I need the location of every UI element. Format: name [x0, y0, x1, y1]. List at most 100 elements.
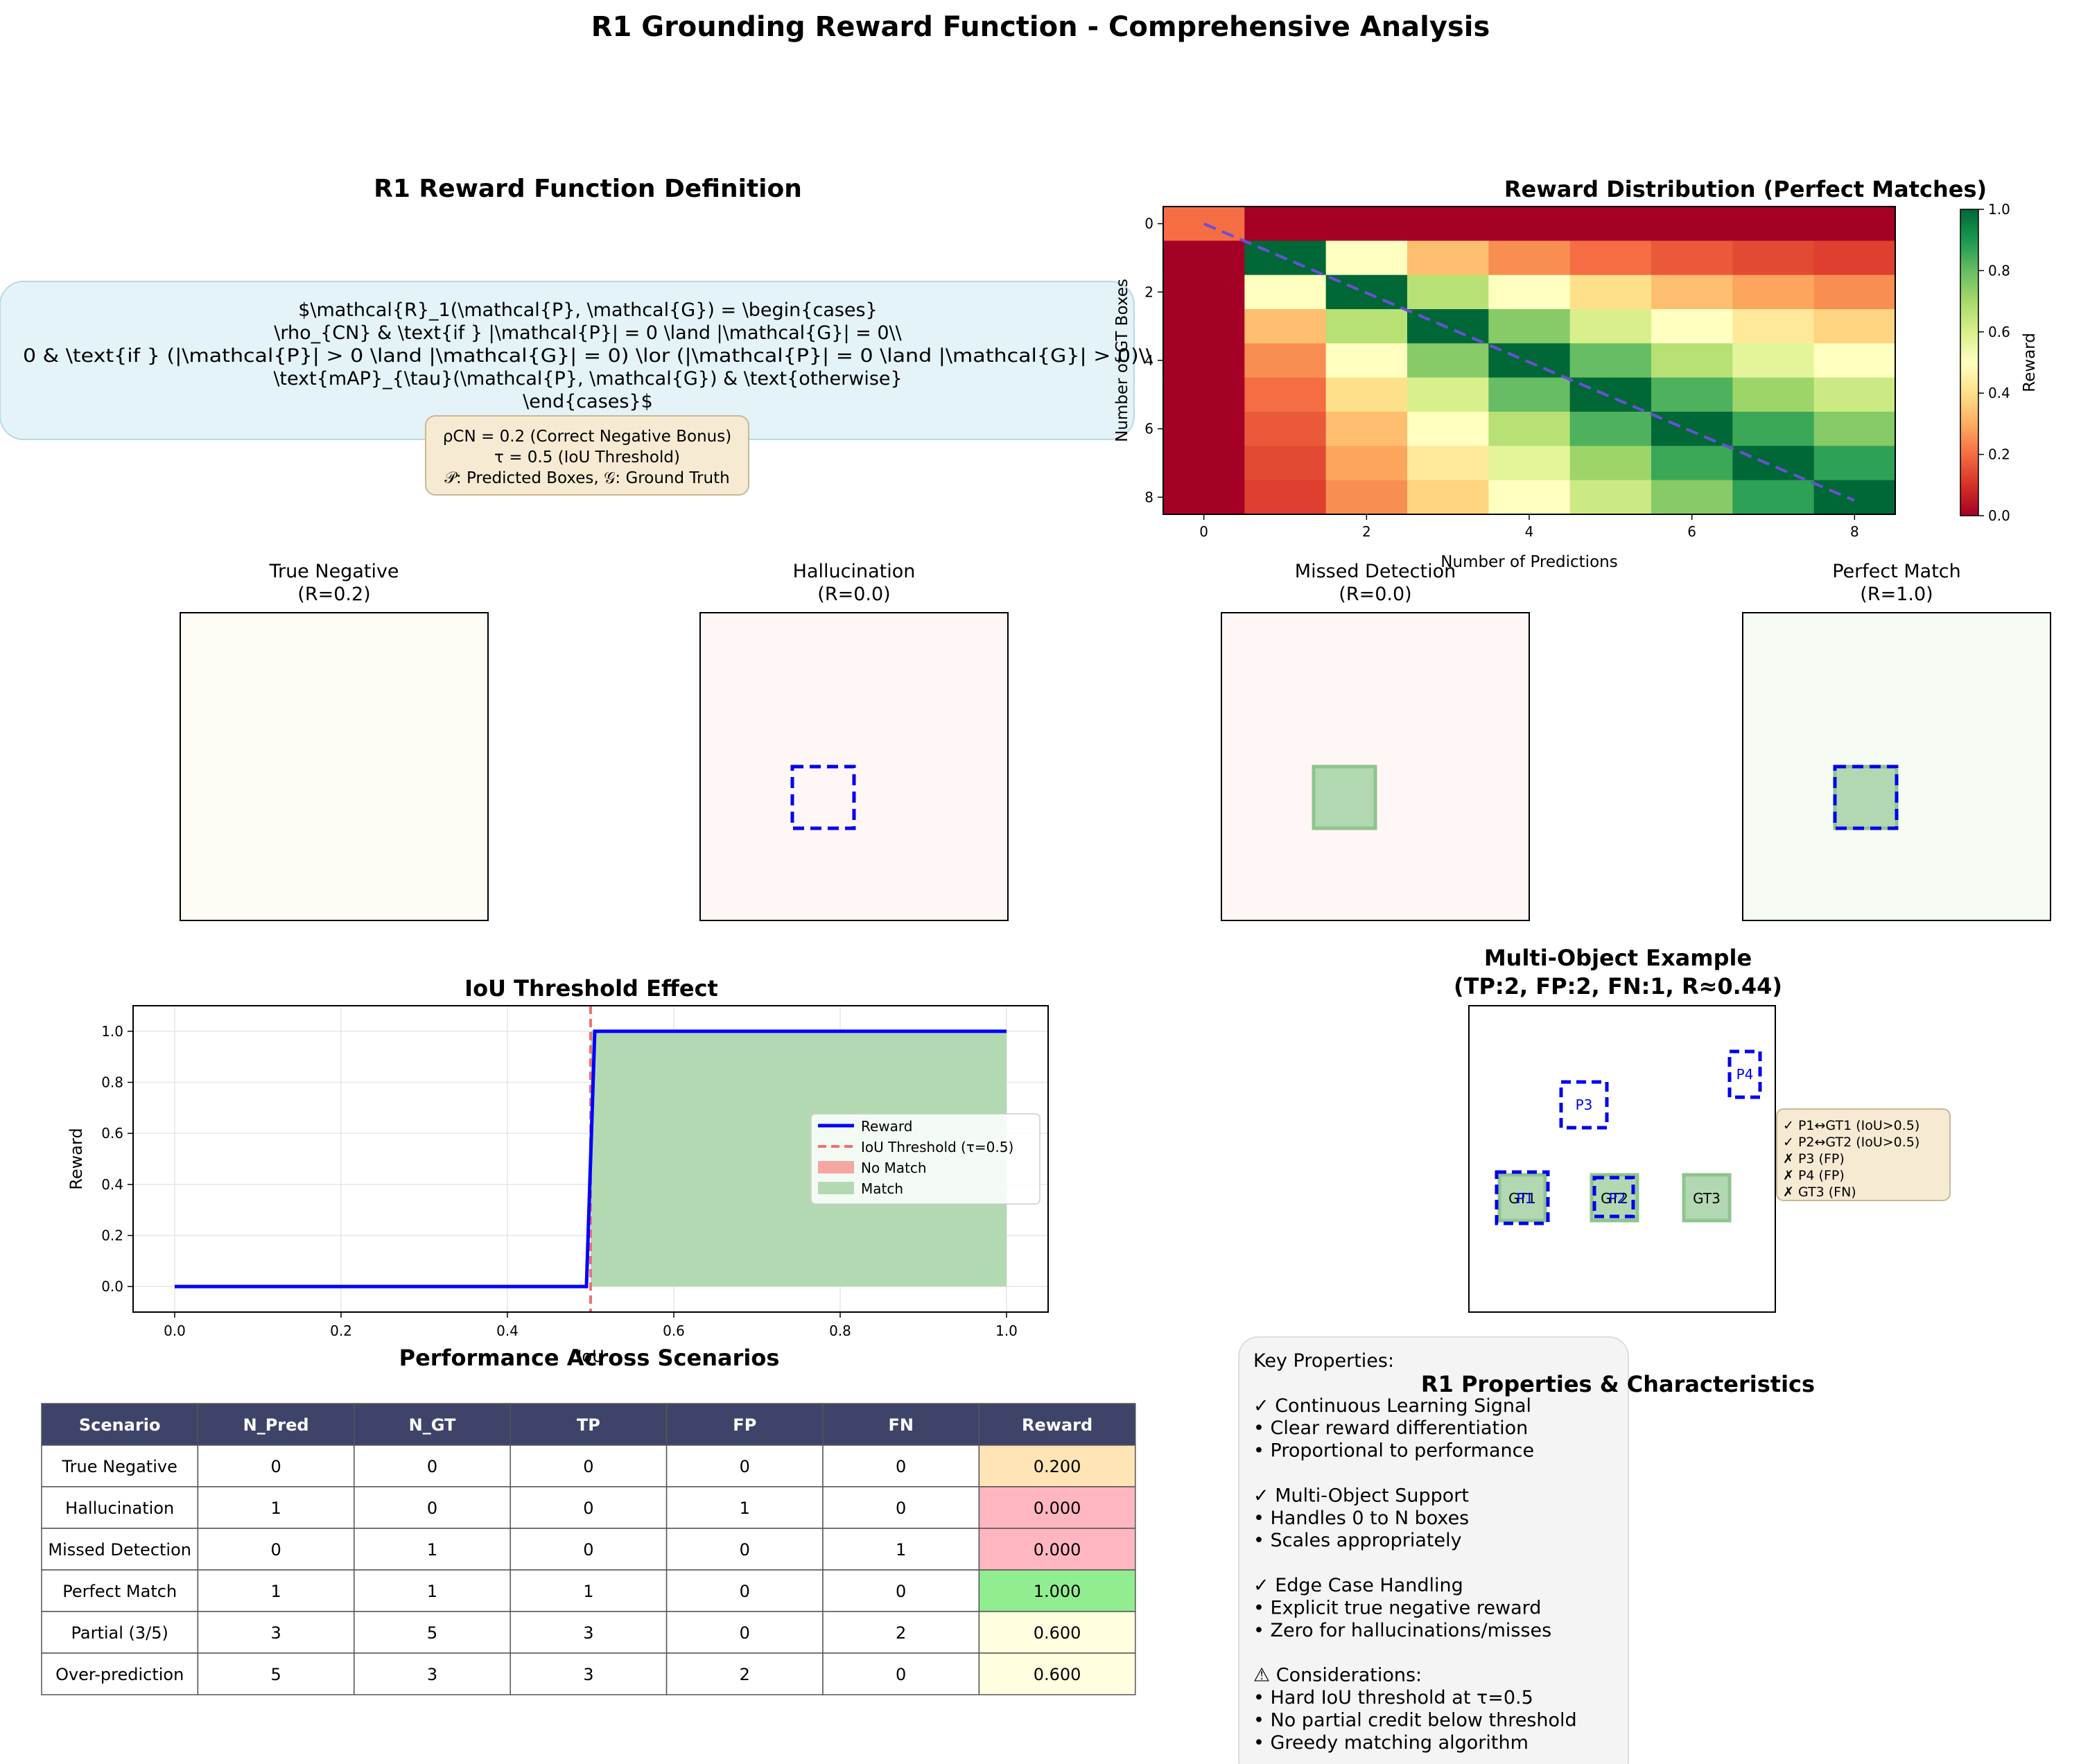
scenario-gt-box-perfect-match [1833, 765, 1899, 830]
heatmap-cell-6-3 [1407, 412, 1489, 446]
heatmap-cell-0-5 [1569, 207, 1652, 241]
properties-box [1238, 1336, 1629, 1764]
heatmap-cell-6-6 [1651, 412, 1733, 446]
multi-object-panel: Multi-Object Example (TP:2, FP:2, FN:1, … [1454, 945, 1951, 1313]
figure-title: R1 Grounding Reward Function - Comprehen… [591, 11, 1490, 43]
table-cell: 1 [270, 1499, 281, 1518]
table-header-cell [354, 1403, 511, 1446]
table-header-n-gt: N_GT [409, 1415, 456, 1435]
scenario-pred-box-hallucination [790, 765, 856, 830]
table-cell: 2 [740, 1665, 750, 1684]
heatmap-cell-5-8 [1813, 377, 1896, 412]
multi-frame [1468, 1005, 1776, 1313]
heatmap-cell-4-4 [1488, 343, 1571, 378]
iou-ticks: 0.0 0.2 0.4 0.6 0.8 1.0 0.0 0.2 0.4 0.6 0.8 1.0 [101, 1023, 1018, 1339]
heatmap-cell-6-1 [1244, 412, 1327, 446]
iou-xtick-label: 0.0 [164, 1322, 186, 1339]
table-cell: 3 [270, 1623, 281, 1643]
heatmap-cell-5-7 [1732, 377, 1815, 412]
properties-line: • Handles 0 to N boxes [1253, 1508, 1469, 1529]
heatmap-cell-4-6 [1651, 343, 1733, 378]
heatmap-cell-2-6 [1651, 274, 1733, 310]
legend-label-match: Match [861, 1180, 903, 1197]
heatmap-cell-7-8 [1813, 446, 1896, 481]
multi-legend-box [1776, 1108, 1951, 1201]
heatmap-cell-1-6 [1651, 241, 1733, 276]
heatmap-cell-7-4 [1488, 446, 1571, 481]
table-cell: 0 [896, 1582, 906, 1601]
table-cell: 0 [583, 1540, 593, 1560]
gt-label-1: GT1 [1508, 1190, 1536, 1207]
table-cell: 1 [270, 1582, 281, 1601]
heatmap-cell-3-6 [1651, 309, 1733, 344]
colorbar-tick-label: 0.8 [1988, 262, 2010, 279]
multi-title-line1: Multi-Object Example [1484, 945, 1752, 971]
heatmap-cell-7-7 [1732, 446, 1815, 481]
table-cell-bg [197, 1528, 355, 1571]
properties-panel: Key Properties: ✓ Continuous Learning Sig… [1238, 1336, 1815, 1764]
heatmap-cell-8-4 [1488, 480, 1571, 515]
properties-line: ⚠ Considerations: [1253, 1665, 1422, 1686]
heatmap-cell-1-4 [1488, 241, 1571, 276]
scenario-pred-box-perfect-match [1833, 765, 1899, 830]
multi-title-line2: (TP:2, FP:2, FN:1, R≈0.44) [1454, 973, 1782, 999]
table-cell-bg [665, 1652, 824, 1695]
table-header-scenario: Scenario [79, 1415, 161, 1435]
properties-line: • No partial credit below threshold [1253, 1709, 1577, 1731]
multi-legend-line-5: ✗ GT3 (FN) [1783, 1185, 1856, 1200]
heatmap-cell-1-2 [1325, 241, 1408, 276]
heatmap-cell-5-1 [1244, 377, 1327, 412]
colorbar-label: Reward [2021, 333, 2039, 392]
properties-line: • Greedy matching algorithm [1253, 1732, 1529, 1754]
multi-legend-line-2: ✓ P2↔GT2 (IoU>0.5) [1783, 1135, 1919, 1150]
multi-legend-line-1: ✓ P1↔GT1 (IoU>0.5) [1783, 1118, 1919, 1133]
table-cell: Hallucination [65, 1499, 174, 1518]
table-cell: 1 [896, 1540, 906, 1560]
table-cell: 0 [427, 1499, 437, 1518]
heatmap-panel: Reward Distribution (Perfect Matches) 0 2… [1113, 176, 2039, 571]
heatmap-cell-6-0 [1163, 412, 1245, 446]
table-cell-bg [510, 1486, 668, 1529]
iou-xtick-label: 0.4 [496, 1322, 519, 1339]
iou-reward-line [175, 1029, 1007, 1289]
heatmap-cell-3-7 [1732, 309, 1815, 344]
table-cell: 3 [583, 1665, 593, 1684]
heatmap-cells [1163, 207, 1896, 515]
multi-legend-line-4: ✗ P4 (FP) [1783, 1168, 1845, 1183]
colorbar-tick-label: 0.6 [1988, 324, 2010, 340]
table-cell: 1 [740, 1499, 750, 1518]
table-cell: 1 [427, 1540, 437, 1560]
table-cell: 5 [270, 1665, 281, 1684]
heatmap-cell-2-5 [1569, 274, 1652, 310]
table-cell-bg [354, 1652, 511, 1695]
heatmap-cell-1-5 [1569, 241, 1652, 276]
heatmap-cell-0-4 [1488, 207, 1571, 241]
iou-ylabel: Reward [67, 1128, 86, 1189]
scenario-frame-true-negative [180, 612, 489, 921]
table-cell: Missed Detection [48, 1540, 191, 1560]
heatmap-title: Reward Distribution (Perfect Matches) [1504, 176, 1987, 202]
heatmap-ytick-label: 2 [1144, 283, 1153, 300]
iou-xtick-label: 1.0 [995, 1322, 1018, 1339]
heatmap-ytick-label: 8 [1144, 489, 1153, 505]
table-cell: 0 [740, 1457, 750, 1476]
heatmap-cell-4-5 [1569, 343, 1652, 378]
heatmap-cell-8-8 [1813, 480, 1896, 515]
heatmap-cell-5-5 [1569, 377, 1652, 412]
colorbar-ticks: 0.0 0.2 0.4 0.6 0.8 1.0 [1978, 201, 2010, 524]
table-cell-bg [510, 1444, 668, 1487]
table-header-tp: TP [577, 1415, 600, 1435]
scenario-panels: True Negative(R=0.2)Hallucination(R=0.0)… [180, 561, 2051, 921]
table-cell: 2 [896, 1623, 906, 1643]
iou-frame [132, 1005, 1049, 1313]
iou-ytick-label: 0.2 [101, 1228, 123, 1244]
formula-line-3: 0 & \text{if } (|\mathcal{P}| > 0 \land … [23, 345, 1153, 367]
table-cell: True Negative [62, 1457, 177, 1476]
table-cell-bg [197, 1569, 355, 1612]
legend-label-reward: Reward [861, 1118, 912, 1135]
iou-ytick-label: 0.4 [101, 1176, 123, 1193]
table-cell-bg [197, 1486, 355, 1529]
pred-label-3: P3 [1576, 1097, 1593, 1113]
heatmap-cell-2-7 [1732, 274, 1815, 310]
